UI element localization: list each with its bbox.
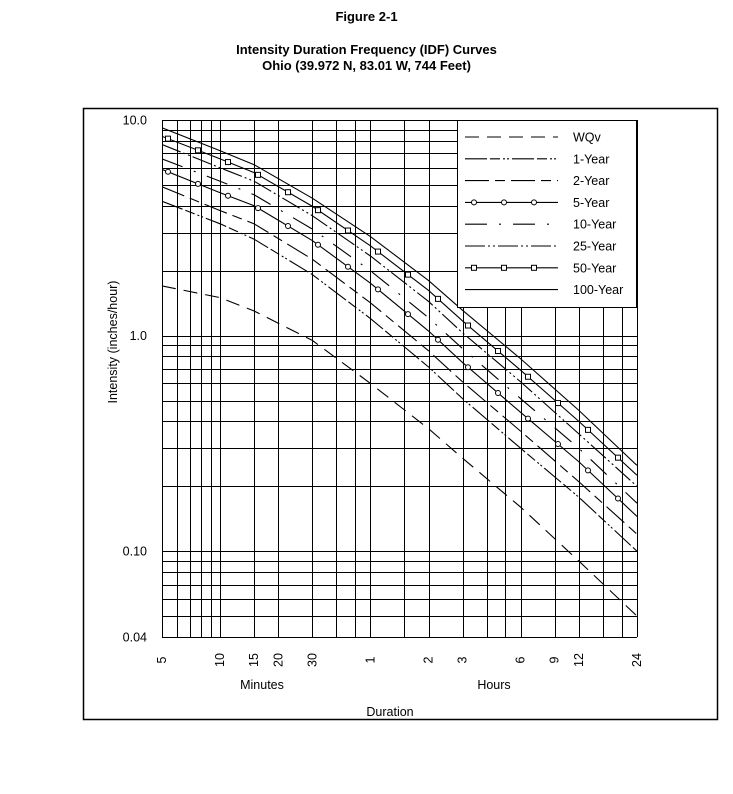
- square-marker: [165, 135, 171, 142]
- y-tick-label: 0.10: [123, 545, 147, 559]
- curve-1-year: [162, 200, 637, 552]
- figure-label: Figure 2-1: [335, 9, 398, 24]
- x-tick-label: 1: [363, 656, 377, 663]
- legend-box: [457, 120, 637, 308]
- curve-wqv: [162, 285, 637, 617]
- circle-marker: [285, 223, 291, 230]
- circle-marker: [585, 467, 591, 474]
- y-tick-label: 10.0: [123, 114, 147, 128]
- square-marker: [225, 159, 231, 166]
- square-marker: [531, 264, 537, 271]
- x-axis-minutes-label: Minutes: [240, 678, 284, 692]
- chart-frame: [82, 107, 719, 721]
- legend-label: 5-Year: [573, 196, 609, 210]
- square-marker: [555, 400, 561, 407]
- x-tick-label: 12: [572, 653, 586, 667]
- curve-5-year: [162, 168, 637, 517]
- square-marker: [255, 171, 261, 178]
- square-marker: [615, 454, 621, 461]
- x-tick-label: 5: [155, 656, 169, 663]
- x-tick-label: 3: [456, 656, 470, 663]
- legend-label: 1-Year: [573, 152, 609, 166]
- circle-marker: [225, 192, 231, 199]
- legend-label: 25-Year: [573, 240, 616, 254]
- curve-25-year: [162, 143, 637, 487]
- legend-label: WQv: [573, 131, 602, 145]
- curves: [162, 127, 637, 617]
- circle-marker: [315, 241, 321, 248]
- curve-100-year: [162, 127, 637, 466]
- legend-label: 10-Year: [573, 218, 616, 232]
- curve-50-year: [162, 135, 637, 476]
- circle-marker: [165, 168, 171, 175]
- x-tick-label: 6: [514, 656, 528, 663]
- circle-marker: [435, 336, 441, 343]
- circle-marker: [195, 180, 201, 187]
- square-marker: [195, 147, 201, 154]
- x-tick-label: 24: [630, 653, 644, 667]
- square-marker: [435, 295, 441, 302]
- square-marker: [465, 322, 471, 329]
- square-marker: [405, 271, 411, 278]
- chart-title: Intensity Duration Frequency (IDF) Curve…: [236, 42, 497, 57]
- x-tick-label: 20: [271, 653, 285, 667]
- curve-2-year: [162, 186, 637, 535]
- legend: WQv 1-Year 2-Year 5-Year 10-Year 25-Year 50-Ye…: [457, 120, 637, 308]
- legend-label: 50-Year: [573, 261, 616, 275]
- circle-marker: [525, 415, 531, 422]
- circle-marker: [405, 311, 411, 318]
- x-tick-label: 2: [422, 656, 436, 663]
- square-marker: [501, 264, 507, 271]
- circle-marker: [495, 389, 501, 396]
- circle-marker: [465, 364, 471, 371]
- circle-marker: [531, 199, 537, 206]
- x-axis-hours-label: Hours: [477, 678, 510, 692]
- y-axis-label: Intensity (inches/hour): [106, 281, 120, 404]
- circle-marker: [345, 263, 351, 270]
- legend-label: 100-Year: [573, 283, 623, 297]
- circle-marker: [555, 441, 561, 448]
- circle-marker: [501, 199, 507, 206]
- square-marker: [585, 426, 591, 433]
- y-tick-label: 1.0: [130, 329, 147, 343]
- chart-subtitle: Ohio (39.972 N, 83.01 W, 744 Feet): [262, 58, 471, 73]
- square-marker: [525, 373, 531, 380]
- circle-marker: [471, 199, 477, 206]
- square-marker: [495, 348, 501, 355]
- y-tick-label: 0.04: [123, 631, 147, 645]
- square-marker: [345, 227, 351, 234]
- curve-10-year: [162, 158, 637, 504]
- x-tick-label: 15: [247, 653, 261, 667]
- x-axis-label: Duration: [366, 705, 413, 719]
- square-marker: [471, 264, 477, 271]
- x-tick-label: 9: [548, 656, 562, 663]
- square-marker: [375, 248, 381, 255]
- legend-label: 2-Year: [573, 174, 609, 188]
- circle-marker: [255, 205, 261, 212]
- x-tick-label: 30: [305, 653, 319, 667]
- circle-marker: [375, 286, 381, 293]
- circle-marker: [615, 495, 621, 502]
- tick-labels: 10.01.00.100.045 10 15 20 30 1 2 3 6 9 12 24: [123, 114, 644, 667]
- square-marker: [315, 207, 321, 214]
- square-marker: [285, 189, 291, 196]
- x-tick-label: 10: [213, 653, 227, 667]
